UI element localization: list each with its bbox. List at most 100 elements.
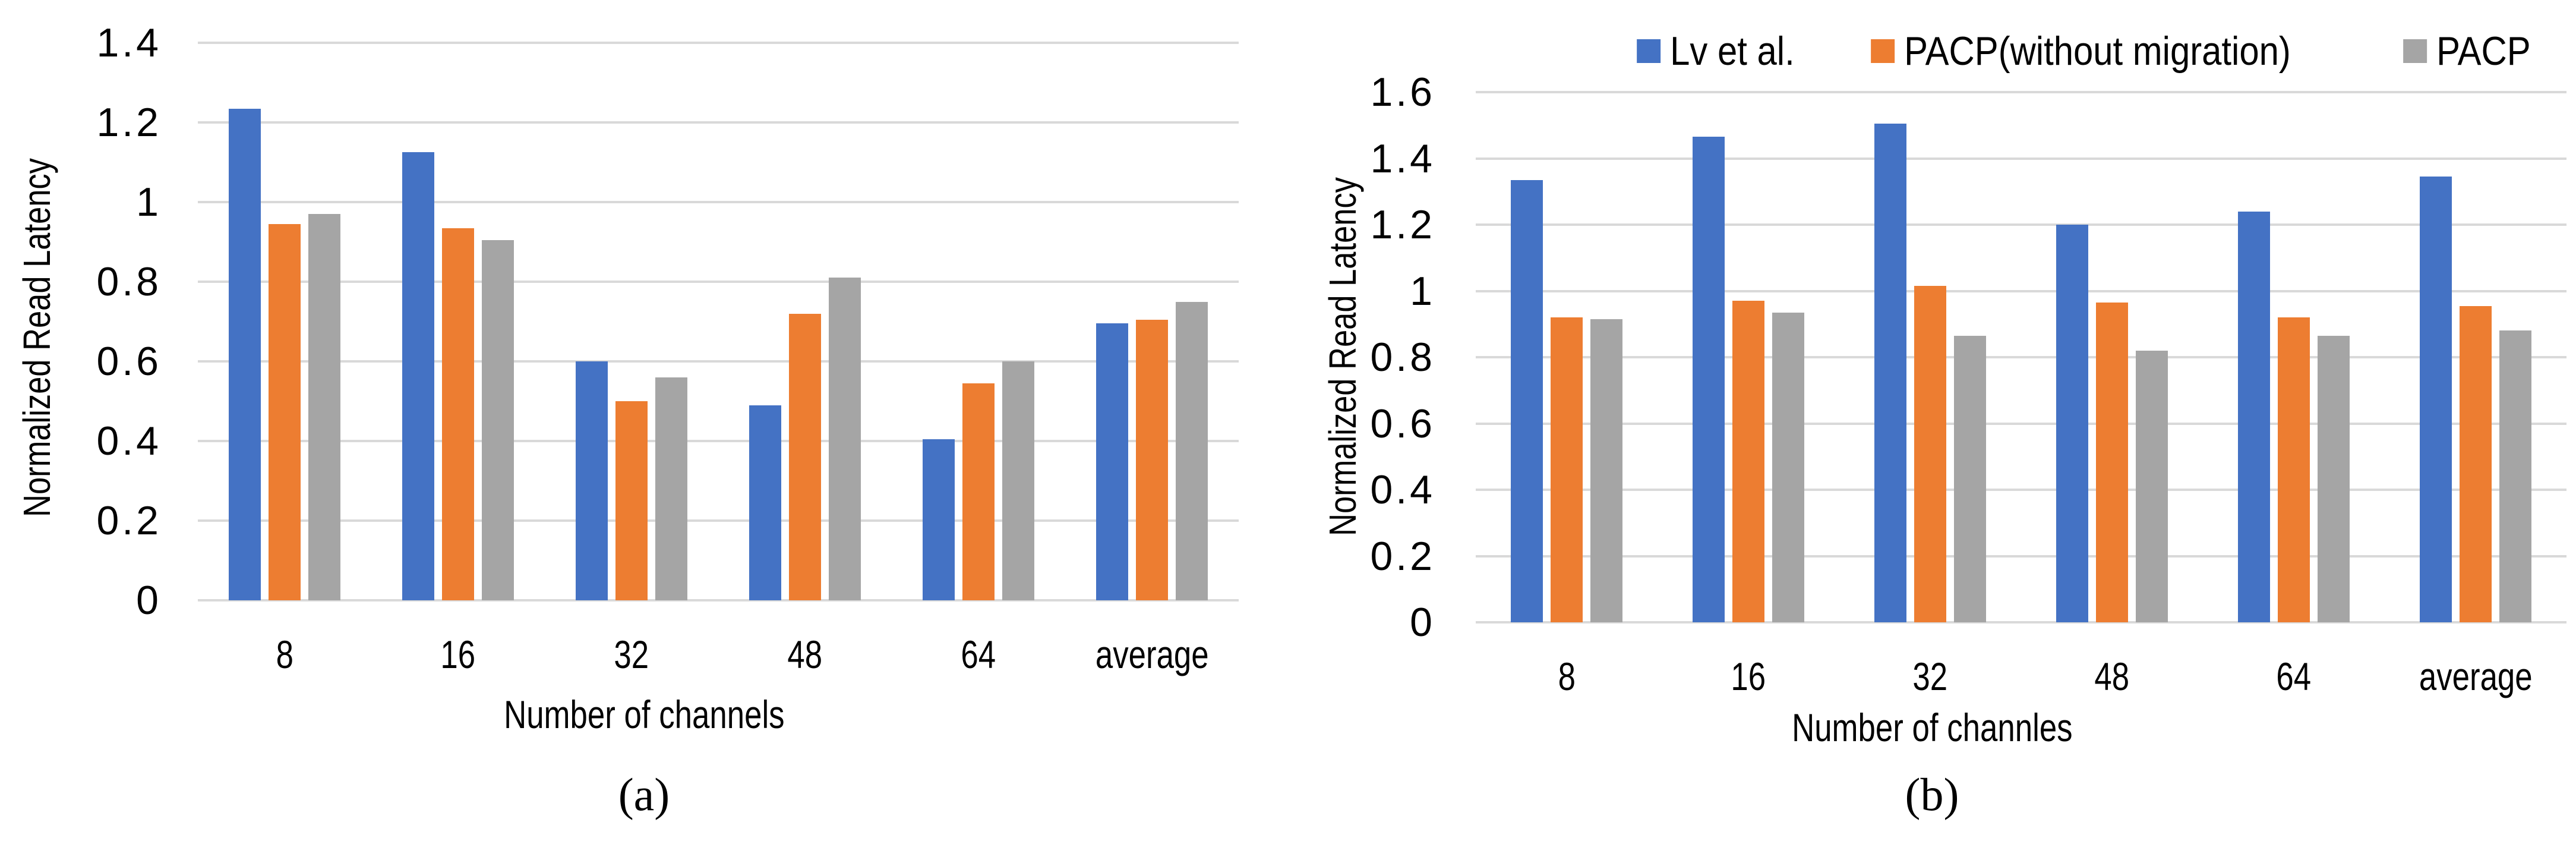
legend-color-swatch-icon (1871, 39, 1895, 63)
x-axis-tick-label-text: 64 (961, 632, 996, 676)
bar-group-32 (1839, 92, 2021, 622)
bar-group-average (1065, 43, 1239, 600)
x-axis-tick-label-16: 16 (1658, 650, 1839, 703)
legend-label: Lv et al. (1670, 29, 1795, 74)
bar-pacp-without-migration-16 (442, 228, 474, 600)
bar-pacp-8 (1590, 319, 1622, 622)
y-axis-tick-label: 0.4 (1370, 467, 1435, 512)
bar-pacp-without-migration-64 (962, 383, 995, 600)
gridline (1476, 289, 2566, 292)
bar-groups (1476, 92, 2566, 622)
gridlines (198, 42, 1239, 601)
x-axis-tick-label-text: average (1095, 632, 1209, 676)
legend-color-swatch-icon (1637, 39, 1661, 63)
bar-lv-et-al-8 (229, 108, 261, 600)
bar-lv-et-al-average (2420, 177, 2452, 622)
legend-label: PACP (2436, 29, 2531, 74)
bar-pacp-average (2499, 330, 2531, 622)
gridline (198, 281, 1239, 283)
x-axis-tick-label-text: 64 (2276, 654, 2312, 698)
bar-group-16 (371, 43, 545, 600)
y-axis-tick-label: 1.2 (1370, 202, 1435, 247)
x-axis-tick-label-text: 32 (614, 632, 649, 676)
x-axis-tick-label-average: average (2385, 650, 2566, 703)
gridline (1476, 621, 2566, 623)
y-axis-tick-labels: 0 0.2 0.4 0.6 0.8 1 1.2 1.4 1.6 (1288, 72, 1435, 642)
bar-pacp-64 (2318, 335, 2350, 622)
bar-pacp-without-migration-8 (269, 223, 301, 600)
x-axis-tick-label-text: 48 (787, 632, 823, 676)
bar-group-64 (2203, 92, 2385, 622)
legend-color-swatch-icon (2403, 39, 2427, 63)
x-axis-tick-label-text: 48 (2094, 654, 2130, 698)
x-axis-tick-label-32: 32 (545, 628, 718, 681)
bar-pacp-average (1176, 301, 1208, 600)
bar-pacp-without-migration-64 (2278, 317, 2310, 622)
bar-lv-et-al-32 (1874, 123, 1906, 622)
y-axis-tick-label: 0.8 (96, 259, 162, 304)
gridline (1476, 489, 2566, 491)
panel-caption-b: (b) (1288, 768, 2576, 821)
x-axis-tick-label-16: 16 (371, 628, 545, 681)
x-axis-tick-label-text: average (2419, 654, 2533, 698)
x-axis-title: Number of channles (1791, 705, 2073, 749)
x-axis-title-row: Number of channles (1288, 704, 2576, 751)
legend-item-pacp: PACP (2403, 31, 2543, 71)
gridline (198, 440, 1239, 442)
bar-group-16 (1658, 92, 1839, 622)
gridlines (1476, 91, 2566, 623)
x-axis-tick-labels: 8 16 32 48 64 average (198, 628, 1239, 681)
y-axis-tick-label: 0.2 (96, 498, 162, 543)
y-axis-tick-label: 0.8 (1370, 335, 1435, 380)
y-axis-tick-label: 0.6 (96, 339, 162, 384)
x-axis-tick-label-text: 16 (440, 632, 476, 676)
x-axis-tick-label-32: 32 (1839, 650, 2021, 703)
gridline (1476, 91, 2566, 93)
bar-pacp-without-migration-48 (789, 313, 821, 600)
y-axis-tick-label: 0 (1410, 600, 1435, 645)
panel-caption-text: (a) (618, 768, 670, 820)
legend-item-lv-et-al: Lv et al. (1637, 31, 1811, 71)
x-axis-tick-label-48: 48 (718, 628, 892, 681)
y-axis-tick-label: 1.2 (96, 100, 162, 145)
gridline (198, 360, 1239, 363)
y-axis-tick-label: 0.4 (96, 418, 162, 464)
bar-pacp-64 (1002, 361, 1034, 600)
legend-label: PACP(without migration) (1904, 29, 2291, 74)
bar-lv-et-al-16 (402, 152, 434, 600)
bar-pacp-without-migration-average (1136, 319, 1168, 600)
x-axis-tick-labels: 8 16 32 48 64 average (1476, 650, 2566, 703)
bar-pacp-16 (1772, 312, 1804, 622)
x-axis-tick-label-64: 64 (2203, 650, 2385, 703)
gridline (198, 519, 1239, 522)
bar-lv-et-al-64 (2238, 211, 2270, 622)
bar-lv-et-al-16 (1693, 137, 1725, 622)
bar-group-average (2385, 92, 2566, 622)
legend-item-pacp-without-migration: PACP(without migration) (1871, 31, 2343, 71)
bar-lv-et-al-8 (1511, 179, 1543, 622)
bar-group-64 (892, 43, 1065, 600)
y-axis-tick-label: 0.2 (1370, 533, 1435, 579)
bar-lv-et-al-32 (576, 361, 608, 600)
y-axis-tick-label: 1.4 (96, 20, 162, 65)
gridline (198, 201, 1239, 203)
y-axis-tick-label: 0 (136, 578, 162, 623)
bar-pacp-without-migration-32 (615, 401, 648, 600)
x-axis-tick-label-text: 8 (1558, 654, 1576, 698)
panel-caption-text: (b) (1905, 768, 1959, 820)
gridline (1476, 157, 2566, 160)
x-axis-tick-label-64: 64 (892, 628, 1065, 681)
chart-panel-b: Lv et al. PACP(without migration) PACP Nor… (1288, 0, 2576, 841)
bar-lv-et-al-average (1096, 323, 1128, 600)
y-axis-tick-label: 1.6 (1370, 70, 1435, 115)
gridline (1476, 555, 2566, 557)
y-axis-tick-labels: 0 0.2 0.4 0.6 0.8 1 1.2 1.4 (0, 23, 162, 620)
bar-pacp-without-migration-32 (1914, 286, 1946, 622)
bar-lv-et-al-48 (749, 405, 781, 600)
bar-pacp-without-migration-16 (1732, 301, 1764, 622)
bar-pacp-48 (2136, 350, 2168, 622)
chart-panel-a: Normalized Read Latency 0 0.2 0.4 0.6 0.8 1 1.… (0, 23, 1288, 820)
plot-area-b (1476, 91, 2566, 623)
x-axis-title-row: Number of channels (0, 691, 1288, 738)
